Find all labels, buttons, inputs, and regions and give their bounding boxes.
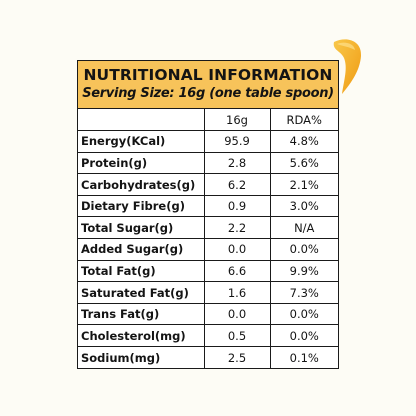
nutrient-name: Sodium(mg): [81, 350, 161, 365]
sauce-drop-icon: [333, 39, 362, 94]
nutrient-amount: 2.2: [203, 216, 270, 240]
nutrient-name: Total Sugar(g): [78, 216, 204, 240]
nutrient-rda: 4.8%: [269, 130, 338, 153]
table-row: Saturated Fat(g) 1.6 7.3%: [78, 281, 338, 304]
nutrient-name: Dietary Fibre(g): [78, 195, 204, 218]
table-header-row: 16g RDA%: [78, 109, 338, 132]
nutrition-header: NUTRITIONAL INFORMATION Serving Size: 16…: [78, 61, 338, 109]
nutrient-amount: 6.2: [203, 173, 270, 196]
nutrient-rda: 3.0%: [269, 195, 338, 218]
nutrient-rda: 0.0%: [269, 324, 338, 348]
nutrient-name: Total Fat(g): [78, 260, 204, 283]
table-row: Sodium(mg) 2.5 0.1%: [78, 346, 338, 369]
nutrient-amount: 95.9: [203, 130, 270, 153]
nutrient-name: Trans Fat(g): [78, 303, 204, 326]
nutrient-rda: 7.3%: [269, 281, 338, 304]
nutrient-amount: 0.9: [203, 195, 270, 218]
nutrient-name: Cholesterol(mg): [78, 324, 204, 348]
table-row: Energy(KCal) 95.9 4.8%: [78, 130, 338, 153]
nutrient-name: Energy(KCal): [78, 130, 204, 153]
nutrient-rda: N/A: [269, 216, 338, 240]
table-row: Dietary Fibre(g) 0.9 3.0%: [78, 195, 338, 218]
nutrient-rda: 2.1%: [269, 173, 338, 196]
nutrient-name: Protein(g): [78, 152, 204, 175]
nutrient-amount: 6.6: [203, 260, 270, 283]
nutrition-panel: NUTRITIONAL INFORMATION Serving Size: 16…: [77, 60, 339, 370]
serving-size: Serving Size: 16g (one table spoon): [82, 86, 334, 101]
table-row: Trans Fat(g) 0.0 0.0%: [78, 303, 338, 326]
nutrient-amount: 0.5: [203, 324, 270, 348]
nutrient-amount: 2.5: [203, 346, 270, 369]
column-header-rda: RDA%: [269, 109, 338, 132]
table-row: Cholesterol(mg) 0.5 0.0%: [78, 324, 338, 348]
nutrition-table: 16g RDA% Energy(KCal) 95.9 4.8% Protein(…: [78, 109, 338, 369]
column-header-nutrient: [78, 109, 204, 132]
nutrient-rda: 9.9%: [269, 260, 338, 283]
table-row: Protein(g) 2.8 5.6%: [78, 152, 338, 175]
table-row: Total Fat(g) 6.6 9.9%: [78, 260, 338, 283]
table-row: Added Sugar(g) 0.0 0.0%: [78, 238, 338, 261]
nutrient-name: Added Sugar(g): [78, 238, 204, 261]
nutrient-rda: 0.0%: [269, 303, 338, 326]
panel-title: NUTRITIONAL INFORMATION: [83, 66, 333, 84]
nutrient-rda: 0.0%: [269, 238, 338, 261]
table-row: Carbohydrates(g) 6.2 2.1%: [78, 173, 338, 196]
column-header-amount: 16g: [203, 109, 270, 132]
nutrient-name: Carbohydrates(g): [78, 173, 204, 196]
nutrient-rda: 5.6%: [269, 152, 338, 175]
nutrient-rda: 0.1%: [269, 346, 338, 369]
nutrient-amount: 1.6: [203, 281, 270, 304]
nutrient-amount: 2.8: [203, 152, 270, 175]
nutrient-name: Saturated Fat(g): [78, 281, 204, 304]
nutrient-amount: 0.0: [203, 238, 270, 261]
table-row: Total Sugar(g) 2.2 N/A: [78, 216, 338, 240]
nutrient-amount: 0.0: [203, 303, 270, 326]
